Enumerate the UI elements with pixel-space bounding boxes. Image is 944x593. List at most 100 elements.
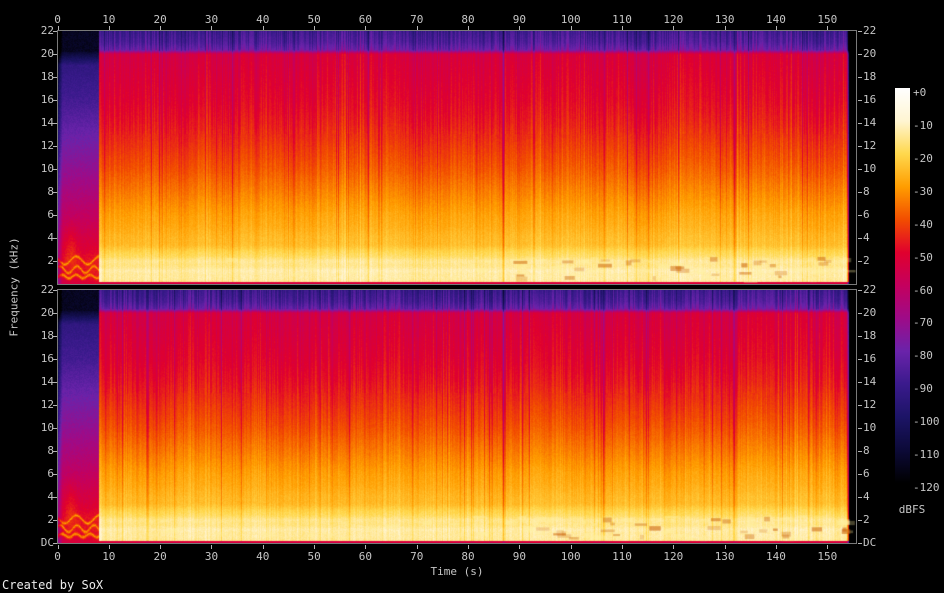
freq-tick-left [53, 497, 57, 498]
time-tick-label-top: 20 [153, 13, 167, 26]
freq-tick-right [858, 77, 862, 78]
freq-tick-label-right: 8 [863, 185, 870, 198]
freq-tick-left [53, 382, 57, 383]
freq-tick-right [858, 313, 862, 314]
freq-tick-right [858, 31, 862, 32]
time-tick-bottom [160, 545, 161, 549]
freq-tick-label-left: 6 [47, 208, 54, 221]
time-tick-bottom [365, 545, 366, 549]
freq-tick-left [53, 313, 57, 314]
time-tick-label-top: 10 [102, 13, 116, 26]
freq-tick-label-right: 12 [863, 139, 877, 152]
x-axis-title: Time (s) [430, 565, 484, 578]
colorbar-tick-label: -50 [913, 250, 933, 264]
freq-tick-label-right: 10 [863, 162, 877, 175]
freq-tick-left [53, 31, 57, 32]
freq-tick-label-left: DC [40, 536, 54, 549]
freq-tick-left [53, 192, 57, 193]
freq-tick-right [858, 215, 862, 216]
freq-tick-left [53, 520, 57, 521]
freq-tick-left [53, 474, 57, 475]
time-tick-top [571, 26, 572, 30]
colorbar-tick-label: -60 [913, 283, 933, 297]
time-tick-label-top: 30 [204, 13, 219, 26]
freq-tick-label-left: 10 [40, 421, 54, 434]
freq-tick-label-left: 20 [40, 306, 54, 319]
freq-tick-right [858, 336, 862, 337]
freq-tick-label-right: 14 [863, 116, 877, 129]
freq-tick-right [858, 169, 862, 170]
colorbar-tick-label: -110 [913, 448, 940, 462]
freq-tick-right [858, 451, 862, 452]
freq-tick-left [53, 451, 57, 452]
time-tick-label-bottom: 140 [766, 550, 786, 563]
freq-tick-label-left: 18 [40, 70, 54, 83]
freq-tick-right [858, 54, 862, 55]
freq-tick-label-right: 20 [863, 47, 877, 60]
freq-tick-label-left: 14 [40, 116, 54, 129]
time-tick-top [673, 26, 674, 30]
time-tick-bottom [314, 545, 315, 549]
freq-tick-label-right: 22 [863, 24, 877, 37]
spectrogram-panel-right-channel [57, 289, 857, 544]
time-tick-bottom [571, 545, 572, 549]
time-tick-label-top: 60 [358, 13, 373, 26]
freq-tick-right [858, 261, 862, 262]
time-tick-label-bottom: 80 [461, 550, 475, 563]
freq-tick-label-left: 22 [40, 283, 54, 296]
colorbar-tick-label: -120 [913, 481, 940, 494]
freq-tick-left [53, 123, 57, 124]
freq-tick-label-left: 4 [47, 490, 54, 503]
freq-tick-label-left: 8 [47, 444, 54, 457]
colorbar-tick-label: -10 [913, 118, 933, 132]
colorbar [895, 88, 910, 483]
time-tick-label-top: 120 [663, 13, 684, 26]
freq-tick-label-left: 12 [40, 139, 54, 152]
freq-tick-label-left: 16 [40, 352, 54, 365]
y-axis-title: Frequency (kHz) [7, 237, 21, 337]
colorbar-tick-label: -90 [913, 382, 933, 396]
time-tick-label-bottom: 10 [102, 550, 116, 563]
time-tick-bottom [519, 545, 520, 549]
time-tick-label-bottom: 90 [512, 550, 526, 563]
time-tick-bottom [211, 545, 212, 549]
time-tick-label-bottom: 30 [204, 550, 219, 563]
time-tick-label-top: 80 [461, 13, 475, 26]
freq-tick-label-right: 22 [863, 283, 877, 296]
time-tick-top [827, 26, 828, 30]
freq-tick-label-left: 2 [47, 513, 54, 526]
time-tick-top [468, 26, 469, 30]
freq-tick-label-left: 12 [40, 398, 54, 411]
time-tick-label-bottom: 40 [256, 550, 270, 563]
freq-tick-label-right: 14 [863, 375, 877, 388]
freq-tick-label-right: 10 [863, 421, 877, 434]
freq-tick-right [858, 100, 862, 101]
time-tick-label-top: 130 [714, 13, 735, 26]
colorbar-tick-label: -40 [913, 217, 933, 231]
freq-tick-right [858, 290, 862, 291]
time-tick-label-bottom: 20 [153, 550, 167, 563]
colorbar-tick-label: -30 [913, 184, 933, 198]
freq-tick-label-left: 10 [40, 162, 54, 175]
freq-tick-label-left: 8 [47, 185, 54, 198]
freq-tick-left [53, 290, 57, 291]
freq-tick-label-right: 4 [863, 490, 870, 503]
freq-tick-label-right: 6 [863, 208, 870, 221]
freq-tick-label-left: 20 [40, 47, 54, 60]
freq-tick-label-left: 4 [47, 231, 54, 244]
time-tick-label-top: 90 [512, 13, 526, 26]
freq-tick-left [53, 359, 57, 360]
freq-tick-label-right: 12 [863, 398, 877, 411]
time-tick-label-bottom: 50 [307, 550, 321, 563]
time-tick-bottom [417, 545, 418, 549]
time-tick-bottom [58, 545, 59, 549]
time-tick-top [365, 26, 366, 30]
freq-tick-right [858, 405, 862, 406]
time-tick-top [58, 26, 59, 30]
freq-tick-left [53, 169, 57, 170]
freq-tick-label-right: 18 [863, 329, 877, 342]
time-tick-top [725, 26, 726, 30]
time-tick-top [417, 26, 418, 30]
time-tick-label-bottom: 60 [358, 550, 373, 563]
freq-tick-left [53, 100, 57, 101]
